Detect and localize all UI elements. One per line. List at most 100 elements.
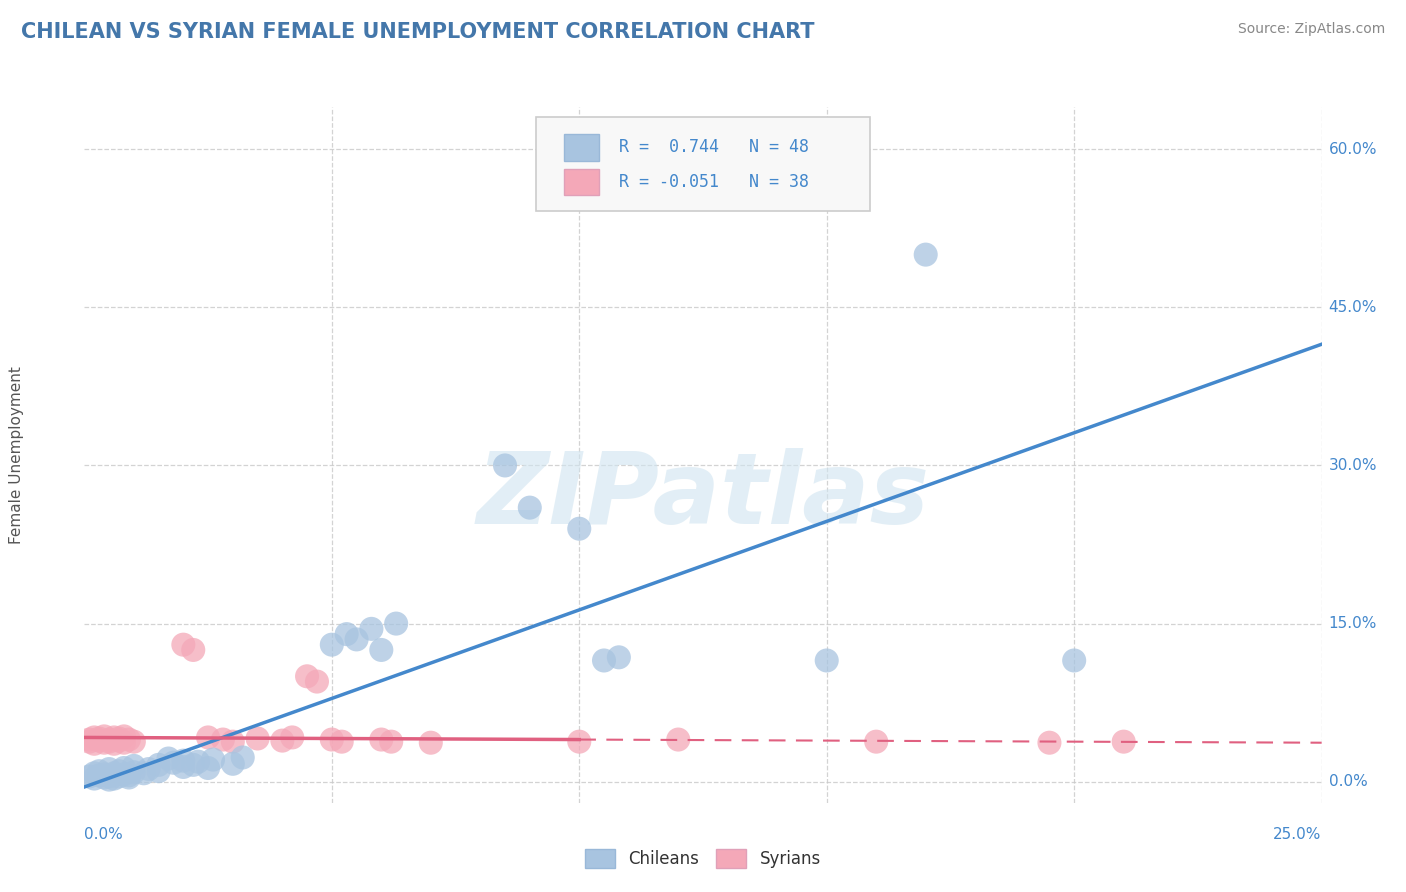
Point xyxy=(112,767,135,781)
Point xyxy=(197,731,219,745)
Point xyxy=(118,768,141,782)
Point xyxy=(108,733,131,747)
Point xyxy=(295,669,318,683)
Point xyxy=(103,772,125,786)
Point xyxy=(385,616,408,631)
Point xyxy=(519,500,541,515)
Point xyxy=(321,732,343,747)
Text: 25.0%: 25.0% xyxy=(1274,827,1322,841)
Point xyxy=(103,766,125,780)
Point xyxy=(162,756,184,770)
Point xyxy=(122,759,145,773)
Text: R =  0.744   N = 48: R = 0.744 N = 48 xyxy=(619,138,808,156)
Text: Source: ZipAtlas.com: Source: ZipAtlas.com xyxy=(1237,22,1385,37)
Point xyxy=(103,737,125,751)
Point xyxy=(232,750,254,764)
Point xyxy=(172,760,194,774)
Text: CHILEAN VS SYRIAN FEMALE UNEMPLOYMENT CORRELATION CHART: CHILEAN VS SYRIAN FEMALE UNEMPLOYMENT CO… xyxy=(21,22,814,42)
Point xyxy=(79,734,101,748)
Point xyxy=(89,733,111,747)
Point xyxy=(148,764,170,779)
FancyBboxPatch shape xyxy=(564,134,599,161)
Point xyxy=(157,751,180,765)
Point xyxy=(122,734,145,748)
Point xyxy=(83,731,105,745)
Point xyxy=(865,734,887,748)
Point xyxy=(568,522,591,536)
Point xyxy=(108,731,131,746)
Point xyxy=(118,732,141,747)
Point xyxy=(321,638,343,652)
Point xyxy=(212,732,235,747)
Text: 45.0%: 45.0% xyxy=(1329,300,1376,315)
Text: 60.0%: 60.0% xyxy=(1329,142,1376,157)
Point xyxy=(568,734,591,748)
Point xyxy=(79,769,101,783)
Point xyxy=(172,754,194,768)
Point xyxy=(246,731,269,746)
Point xyxy=(607,650,630,665)
Point xyxy=(108,764,131,779)
Text: Female Unemployment: Female Unemployment xyxy=(8,366,24,544)
Point xyxy=(93,771,115,785)
Point xyxy=(93,736,115,750)
Point xyxy=(593,653,616,667)
Point xyxy=(360,622,382,636)
Point xyxy=(89,731,111,746)
Point xyxy=(103,731,125,745)
Text: 0.0%: 0.0% xyxy=(1329,774,1368,789)
Point xyxy=(370,643,392,657)
Text: 0.0%: 0.0% xyxy=(84,827,124,841)
Point xyxy=(98,762,121,776)
Point xyxy=(370,732,392,747)
Point xyxy=(815,653,838,667)
Point xyxy=(281,731,304,745)
Point xyxy=(93,730,115,744)
Point xyxy=(112,761,135,775)
Point xyxy=(172,638,194,652)
Point xyxy=(98,769,121,783)
Point xyxy=(112,736,135,750)
Legend: Chileans, Syrians: Chileans, Syrians xyxy=(579,842,827,875)
Point xyxy=(202,753,225,767)
Point xyxy=(122,765,145,780)
Point xyxy=(222,756,245,771)
Point xyxy=(83,772,105,786)
Point xyxy=(197,761,219,775)
Text: R = -0.051   N = 38: R = -0.051 N = 38 xyxy=(619,173,808,191)
Point xyxy=(336,627,359,641)
Point xyxy=(1063,653,1085,667)
Text: 15.0%: 15.0% xyxy=(1329,616,1376,631)
Point xyxy=(271,733,294,747)
Point xyxy=(222,734,245,748)
Point xyxy=(98,732,121,747)
Point xyxy=(118,771,141,785)
Point xyxy=(914,247,936,261)
Point xyxy=(148,757,170,772)
Point xyxy=(112,730,135,744)
Point xyxy=(93,767,115,781)
Point xyxy=(98,772,121,787)
Point xyxy=(419,736,441,750)
Point xyxy=(494,458,516,473)
Point xyxy=(181,643,204,657)
Point xyxy=(330,734,353,748)
Point xyxy=(1112,734,1135,748)
Point xyxy=(108,769,131,783)
Point xyxy=(79,732,101,747)
Point xyxy=(138,762,160,776)
Point xyxy=(1038,736,1060,750)
Point xyxy=(666,732,689,747)
Point xyxy=(380,734,402,748)
Point xyxy=(83,737,105,751)
FancyBboxPatch shape xyxy=(536,118,870,211)
Point xyxy=(132,766,155,780)
Text: ZIPatlas: ZIPatlas xyxy=(477,448,929,545)
Text: 30.0%: 30.0% xyxy=(1329,458,1376,473)
FancyBboxPatch shape xyxy=(564,169,599,195)
Point xyxy=(181,757,204,772)
Point xyxy=(187,755,209,769)
Point xyxy=(89,768,111,782)
Point xyxy=(98,734,121,748)
Point xyxy=(305,674,328,689)
